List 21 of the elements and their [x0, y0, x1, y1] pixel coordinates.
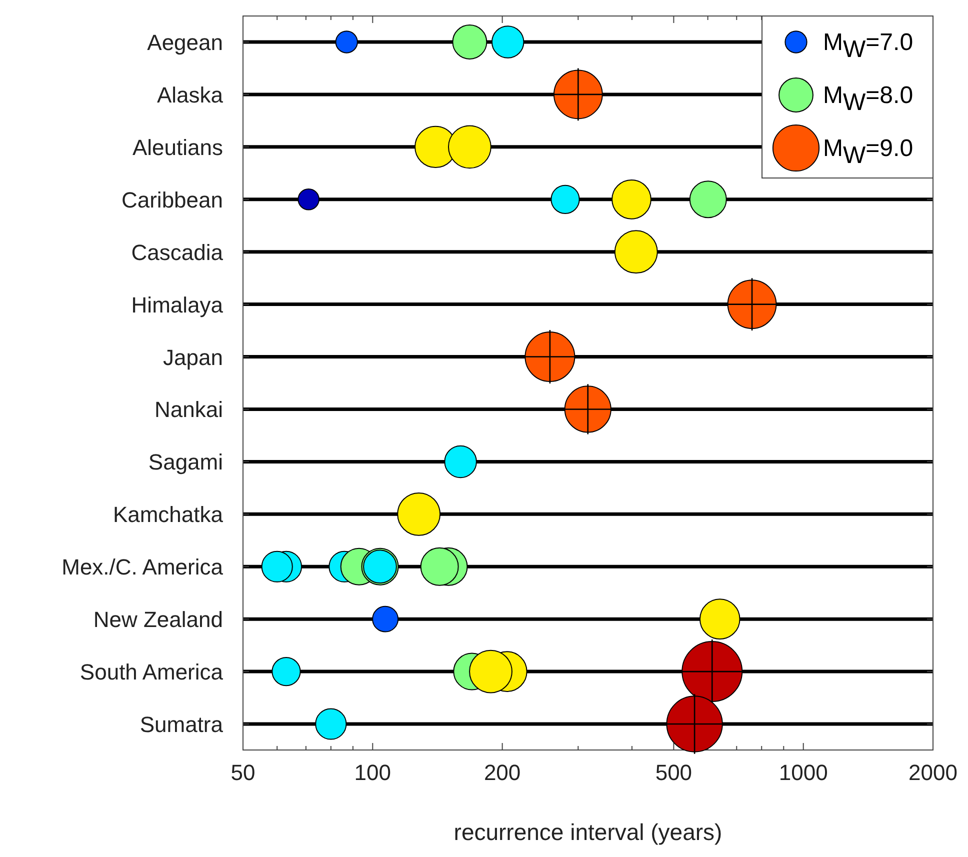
y-tick-label: Sagami — [148, 450, 223, 475]
y-tick-label: South America — [80, 660, 224, 685]
x-tick-label: 100 — [354, 760, 392, 785]
y-tick-label: Alaska — [156, 82, 224, 108]
x-tick-label: 200 — [484, 760, 521, 785]
y-tick-label: Mex./C. America — [62, 554, 224, 580]
x-axis-title: recurrence interval (years) — [454, 819, 722, 845]
y-tick-label: Sumatra — [140, 712, 224, 737]
y-tick-label: Kamchatka — [112, 502, 224, 528]
y-tick-label: Japan — [163, 344, 223, 370]
x-tick-label: 2000 — [908, 760, 958, 785]
x-tick-label: 50 — [230, 760, 256, 785]
y-tick-label: Aleutians — [132, 134, 223, 160]
y-tick-label: Cascadia — [131, 240, 224, 265]
y-tick-label: Caribbean — [121, 187, 223, 212]
y-tick-label: Aegean — [147, 30, 223, 55]
y-tick-label: New Zealand — [93, 607, 223, 632]
x-tick-label: 500 — [655, 760, 692, 785]
y-tick-label: Nankai — [154, 397, 223, 422]
y-tick-label: Himalaya — [131, 292, 224, 318]
x-tick-label: 1000 — [778, 760, 828, 785]
